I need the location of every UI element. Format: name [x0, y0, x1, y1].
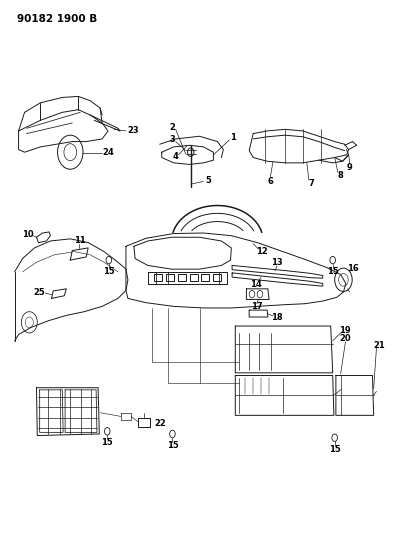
Text: 15: 15	[327, 268, 339, 276]
Text: 13: 13	[271, 259, 283, 267]
Text: 90182 1900 B: 90182 1900 B	[17, 14, 97, 25]
Text: 15: 15	[101, 439, 113, 448]
Text: 6: 6	[267, 177, 273, 186]
Text: 20: 20	[340, 334, 351, 343]
Text: 7: 7	[309, 179, 314, 188]
Text: 24: 24	[102, 148, 114, 157]
Text: 22: 22	[155, 419, 166, 428]
Text: 16: 16	[347, 264, 358, 272]
Text: 9: 9	[347, 163, 353, 172]
Text: 5: 5	[205, 176, 211, 185]
Text: 15: 15	[167, 441, 178, 450]
Text: 14: 14	[251, 279, 262, 288]
Text: 3: 3	[170, 135, 175, 144]
Text: 23: 23	[127, 126, 138, 135]
Text: 8: 8	[338, 171, 344, 180]
Text: 21: 21	[373, 341, 385, 350]
Text: 11: 11	[73, 237, 85, 246]
Text: 25: 25	[34, 287, 45, 296]
Text: 18: 18	[271, 313, 283, 322]
Text: 15: 15	[103, 268, 115, 276]
Text: 17: 17	[251, 302, 263, 311]
Text: 2: 2	[170, 123, 176, 132]
Text: 1: 1	[230, 133, 236, 142]
Text: 10: 10	[22, 230, 34, 239]
Text: 4: 4	[173, 152, 179, 161]
Text: 15: 15	[329, 445, 341, 454]
Text: 12: 12	[257, 247, 268, 256]
Text: 19: 19	[339, 326, 350, 335]
